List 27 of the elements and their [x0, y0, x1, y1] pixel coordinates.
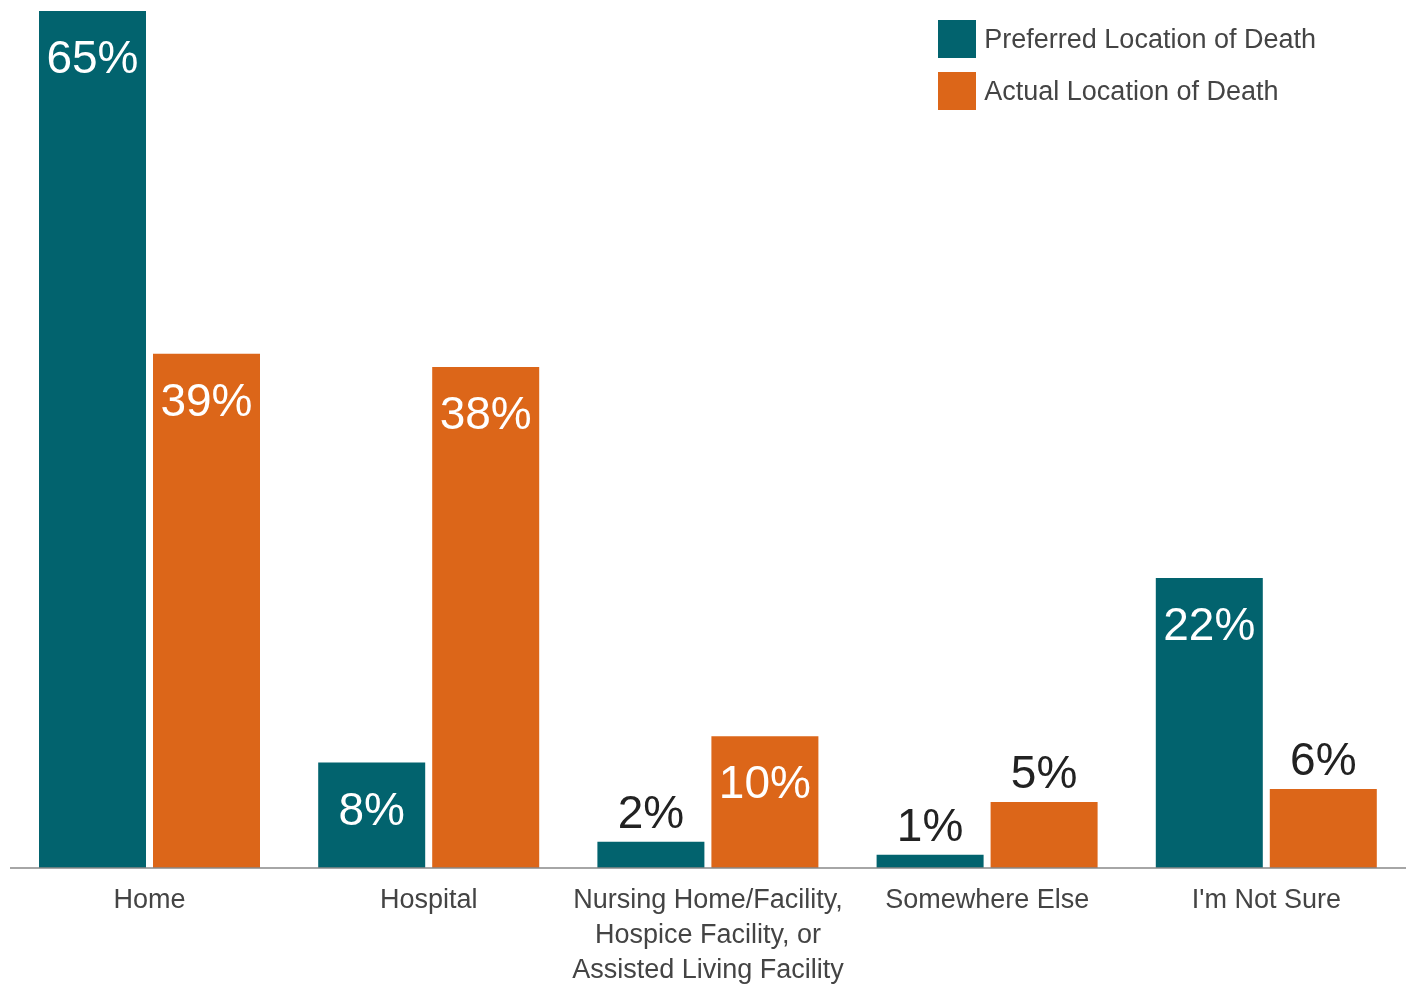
- x-tick-label: I'm Not Sure: [1191, 884, 1341, 914]
- bar: [990, 802, 1098, 868]
- data-label: 1%: [896, 798, 964, 851]
- x-tick-label: Hospital: [380, 884, 478, 914]
- bar: [1269, 788, 1377, 868]
- data-label: 65%: [46, 31, 139, 83]
- bar: [876, 854, 984, 868]
- bar: [39, 11, 146, 868]
- data-label: 6%: [1290, 732, 1357, 785]
- x-tick-label: Somewhere Else: [885, 884, 1090, 914]
- bar: [432, 366, 540, 868]
- data-label: 38%: [439, 386, 532, 439]
- data-label: 39%: [160, 373, 253, 426]
- legend-label: Actual Location of Death: [984, 75, 1279, 107]
- data-label: 5%: [1010, 746, 1078, 799]
- bar: [318, 762, 426, 868]
- legend-label: Preferred Location of Death: [984, 23, 1316, 55]
- data-label: 22%: [1163, 597, 1256, 650]
- x-tick-label: Home: [113, 884, 186, 914]
- data-label: 8%: [338, 782, 405, 835]
- bar: [597, 841, 705, 868]
- bar: [711, 736, 819, 868]
- bar: [1155, 577, 1263, 868]
- x-tick-label: Nursing Home/Facility, Hospice Facility, or Assisted Living Facility: [572, 884, 845, 984]
- data-label: 2%: [617, 785, 685, 838]
- data-label: 10%: [718, 756, 811, 809]
- bar: [153, 353, 260, 868]
